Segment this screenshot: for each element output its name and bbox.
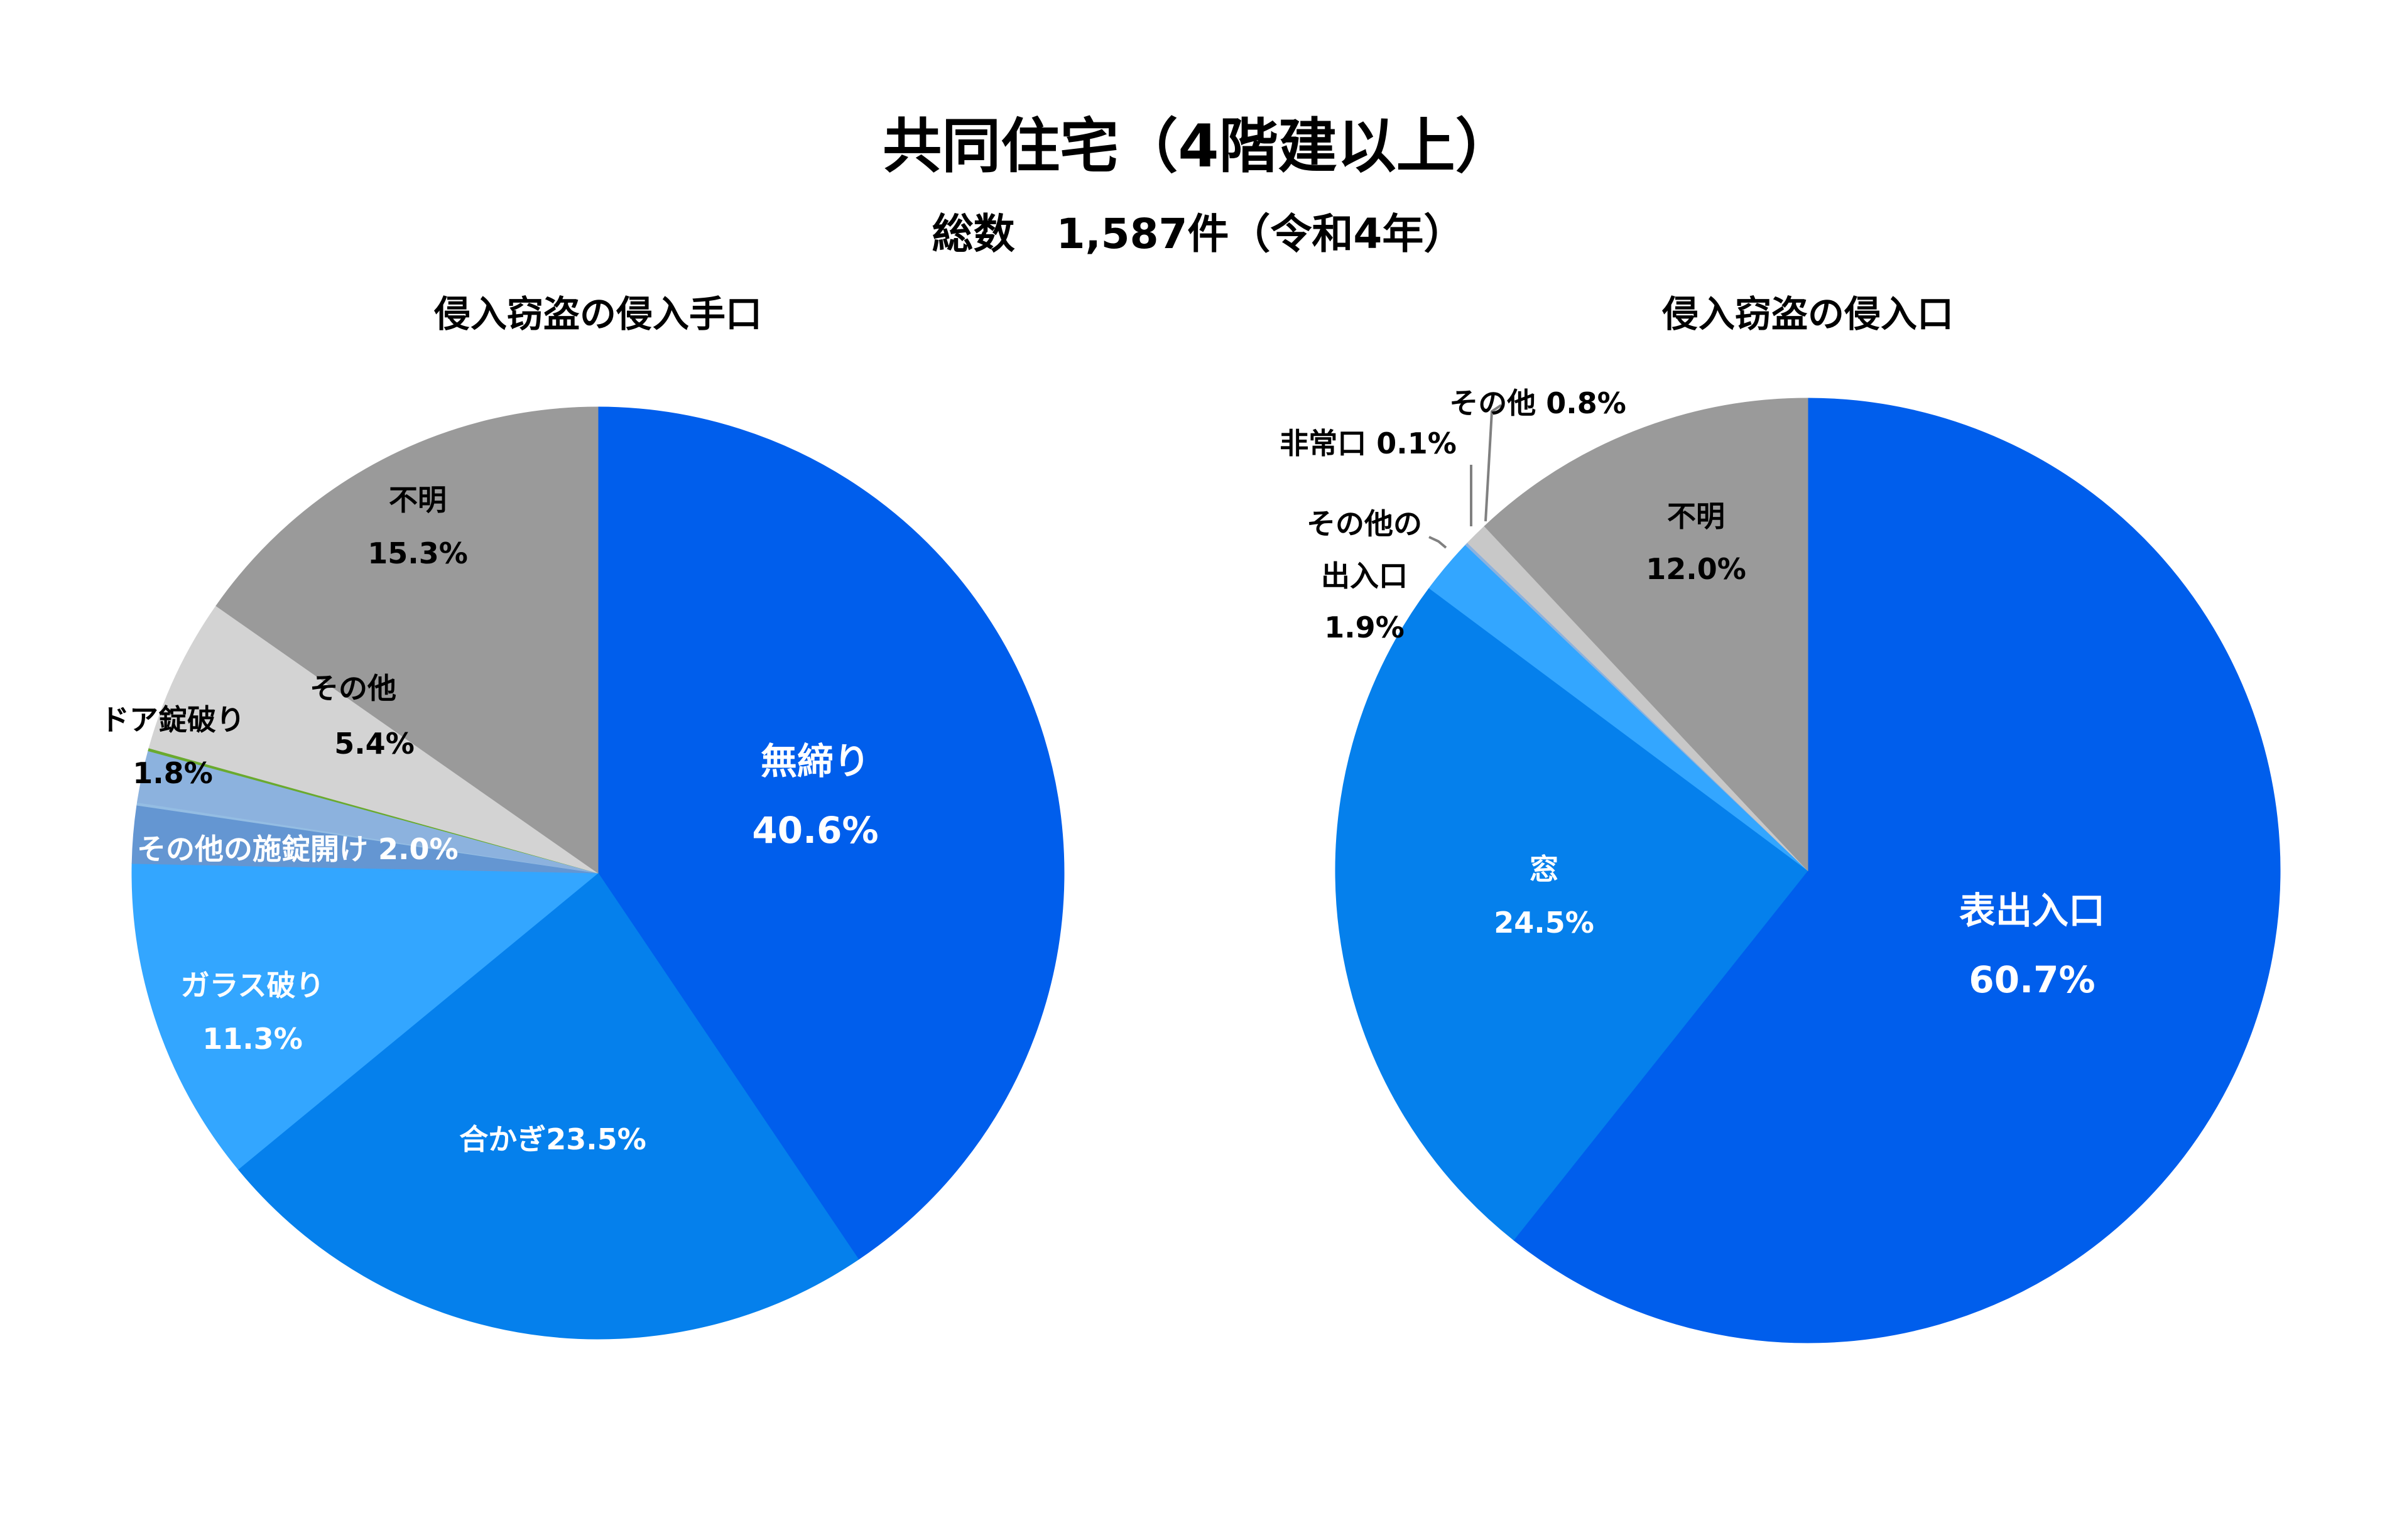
label-door-lock-break: ドア錠破り — [101, 703, 245, 737]
label-window: 窓 — [1530, 852, 1558, 886]
label-aikagi: 合かぎ23.5% — [459, 1122, 646, 1156]
value-door-lock-break: 1.8% — [133, 756, 213, 790]
value-right-unknown: 12.0% — [1646, 552, 1746, 586]
label-other-entrance: その他の出入口 — [1307, 507, 1422, 593]
label-front-entrance: 表出入口 — [1959, 889, 2105, 932]
label-left-other: その他 — [310, 671, 396, 705]
value-front-entrance: 60.7% — [1969, 958, 2095, 1001]
subtitle: 総数 1,587件（令和4年） — [932, 210, 1465, 258]
left-pie-slice-7 — [148, 605, 599, 874]
label-glass-break: ガラス破り — [180, 968, 324, 1002]
right-chart-title: 侵入窃盗の侵入口 — [1661, 293, 1954, 335]
left-pie-slice-8 — [215, 406, 599, 874]
label-mushimari: 無締り — [761, 740, 870, 783]
label-left-unknown: 不明 — [389, 483, 447, 517]
value-mushimari: 40.6% — [752, 809, 878, 852]
value-glass-break: 11.3% — [202, 1022, 303, 1056]
right-pie-slice-5 — [1484, 398, 1808, 872]
left-chart-title: 侵入窃盗の侵入手口 — [433, 293, 762, 335]
right-pie-slice-1 — [1335, 587, 1808, 1241]
left-pie-chart — [131, 406, 1065, 1340]
right-pie-slice-0 — [1513, 398, 2281, 1343]
leader-line-other-entrance — [1428, 536, 1447, 549]
left-pie-slice-2 — [131, 863, 599, 1170]
leader-lines — [1428, 404, 1503, 549]
value-left-unknown: 15.3% — [367, 536, 468, 570]
label-other-unlock: その他の施錠開け 2.0% — [137, 832, 459, 866]
value-left-other: 5.4% — [334, 727, 415, 761]
label-right-other: その他 0.8% — [1449, 386, 1626, 420]
right-pie-chart — [1335, 398, 2281, 1343]
label-emergency-exit: 非常口 0.1% — [1280, 426, 1457, 460]
label-right-unknown: 不明 — [1667, 499, 1725, 533]
left-pie-slice-0 — [597, 406, 1065, 1260]
slice-labels: 無締り 40.6% 合かぎ23.5% ガラス破り 11.3% その他の施錠開け … — [101, 386, 2105, 1156]
value-window: 24.5% — [1494, 906, 1594, 940]
main-title: 共同住宅（4階建以上） — [883, 112, 1514, 181]
value-other-entrance: 1.9% — [1324, 610, 1405, 644]
left-pie-slice-1 — [237, 872, 859, 1340]
leader-line-other — [1484, 404, 1503, 522]
